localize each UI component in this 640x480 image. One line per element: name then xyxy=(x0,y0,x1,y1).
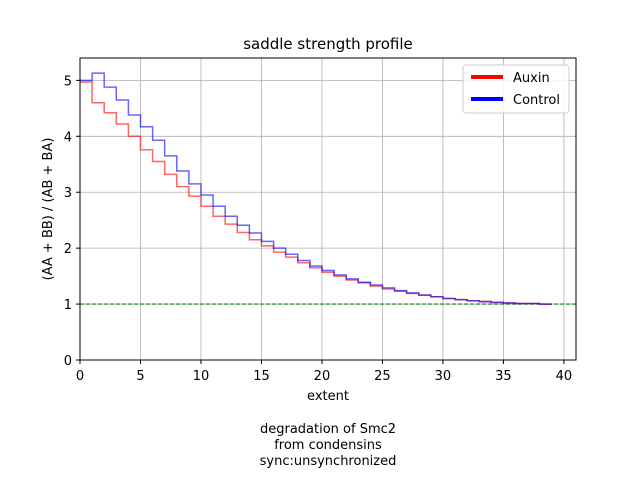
caption-line-2: from condensins xyxy=(274,438,382,453)
series-line-auxin xyxy=(80,81,552,305)
plot-frame xyxy=(79,57,577,361)
x-tick-label: 35 xyxy=(495,369,512,384)
y-tick-label: 3 xyxy=(64,186,72,201)
series-group xyxy=(80,72,552,305)
caption: degradation of Smc2 from condensins sync… xyxy=(260,422,397,469)
x-tick-label: 0 xyxy=(76,369,84,384)
legend-label-control: Control xyxy=(513,93,560,108)
legend: Auxin Control xyxy=(462,64,570,114)
y-axis-ticks: 0 1 2 3 4 5 xyxy=(64,74,80,369)
x-tick-label: 40 xyxy=(556,369,573,384)
y-tick-label: 4 xyxy=(64,130,72,145)
x-tick-label: 15 xyxy=(253,369,270,384)
caption-line-1: degradation of Smc2 xyxy=(260,422,396,437)
series-line-control xyxy=(80,72,552,305)
y-tick-label: 5 xyxy=(64,74,72,89)
x-tick-label: 5 xyxy=(136,369,144,384)
y-tick-label: 2 xyxy=(64,242,72,257)
x-tick-label: 20 xyxy=(314,369,331,384)
x-axis-label: extent xyxy=(307,389,349,404)
y-tick-label: 1 xyxy=(64,298,72,313)
y-axis-label: (AA + BB) / (AB + BA) xyxy=(41,138,56,281)
caption-line-3: sync:unsynchronized xyxy=(260,454,397,469)
legend-label-auxin: Auxin xyxy=(513,71,550,86)
chart-title: saddle strength profile xyxy=(243,35,413,53)
y-tick-label: 0 xyxy=(64,354,72,369)
x-tick-label: 25 xyxy=(374,369,391,384)
x-axis-ticks: 0 5 10 15 20 25 30 35 40 xyxy=(76,360,572,384)
x-tick-label: 30 xyxy=(435,369,452,384)
x-tick-label: 10 xyxy=(193,369,210,384)
